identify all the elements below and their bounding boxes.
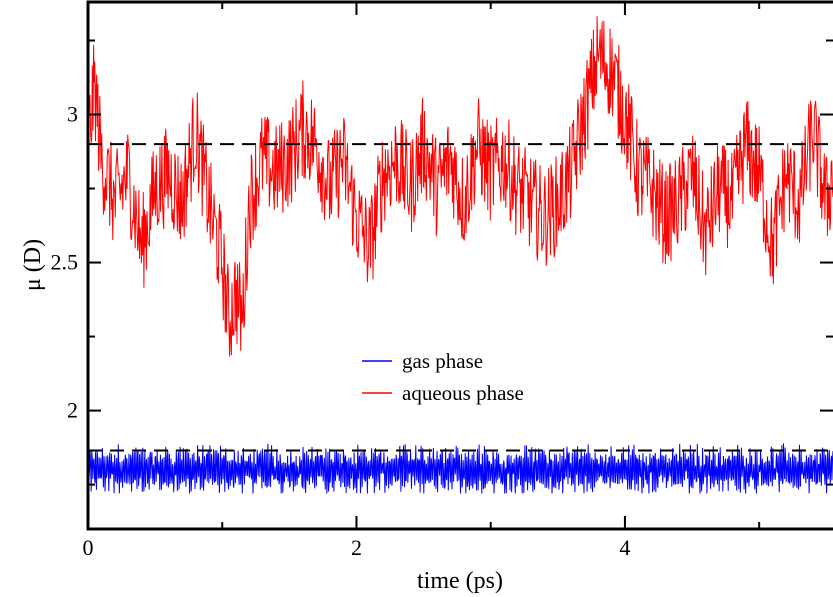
series-line-gas-phase <box>88 443 833 494</box>
y-tick-label: 2.5 <box>51 250 79 275</box>
legend: gas phase aqueous phase <box>362 349 524 405</box>
x-axis-label: time (ps) <box>417 568 503 594</box>
series-layer <box>88 16 833 494</box>
legend-label-gas-phase: gas phase <box>402 349 483 373</box>
y-axis-label: μ (D) <box>20 239 46 291</box>
x-tick-label: 4 <box>619 535 630 560</box>
y-tick-label: 3 <box>67 102 78 127</box>
y-tick-label: 2 <box>67 398 78 423</box>
legend-label-aqueous-phase: aqueous phase <box>402 381 524 405</box>
reference-lines <box>88 143 833 452</box>
plot-frame <box>86 0 833 531</box>
x-tick-label: 0 <box>83 535 94 560</box>
axis-ticks: 0 2 4 2 2.5 3 <box>51 2 833 560</box>
x-tick-label: 2 <box>351 535 362 560</box>
series-line-aqueous-phase <box>88 16 833 357</box>
